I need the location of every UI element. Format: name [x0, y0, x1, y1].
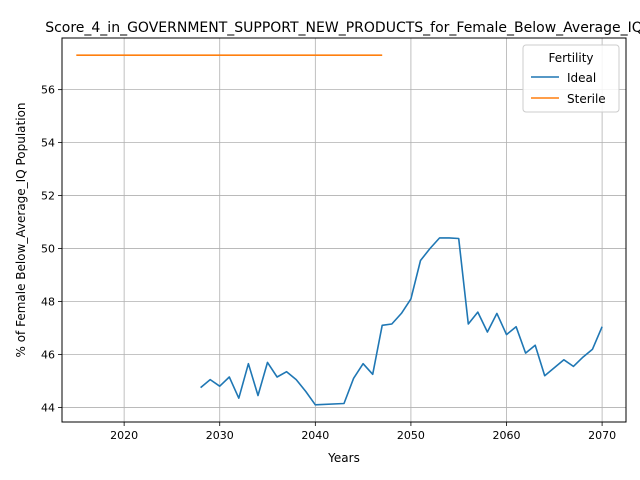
legend-box [522, 44, 620, 113]
x-tick-label: 2020 [110, 429, 138, 442]
x-tick-label: 2060 [493, 429, 521, 442]
series-line-ideal [200, 237, 603, 406]
x-tick-label: 2070 [588, 429, 616, 442]
y-tick-label: 44 [41, 401, 55, 414]
legend: Fertility Ideal Sterile [522, 44, 620, 113]
y-tick-label: 56 [41, 84, 55, 97]
grid [62, 38, 626, 422]
x-axis-label: Years [327, 451, 360, 465]
axis-ticks: 2020 2030 2040 2050 2060 2070 44 46 48 50 52 54 56 [41, 84, 616, 442]
legend-title: Fertility [548, 51, 593, 65]
y-axis-label: % of Female Below_Average_IQ Population [14, 102, 28, 357]
chart-title: Score_4_in_GOVERNMENT_SUPPORT_NEW_PRODUC… [45, 20, 640, 36]
legend-label-sterile: Sterile [567, 92, 606, 106]
y-tick-label: 52 [41, 190, 55, 203]
y-tick-label: 46 [41, 348, 55, 361]
y-tick-label: 48 [41, 296, 55, 309]
x-tick-label: 2050 [397, 429, 425, 442]
plot-area-frame [61, 37, 627, 423]
y-tick-label: 50 [41, 243, 55, 256]
series-lines [76, 54, 603, 406]
legend-label-ideal: Ideal [567, 71, 596, 85]
y-tick-label: 54 [41, 137, 55, 150]
x-tick-label: 2040 [301, 429, 329, 442]
x-tick-label: 2030 [206, 429, 234, 442]
